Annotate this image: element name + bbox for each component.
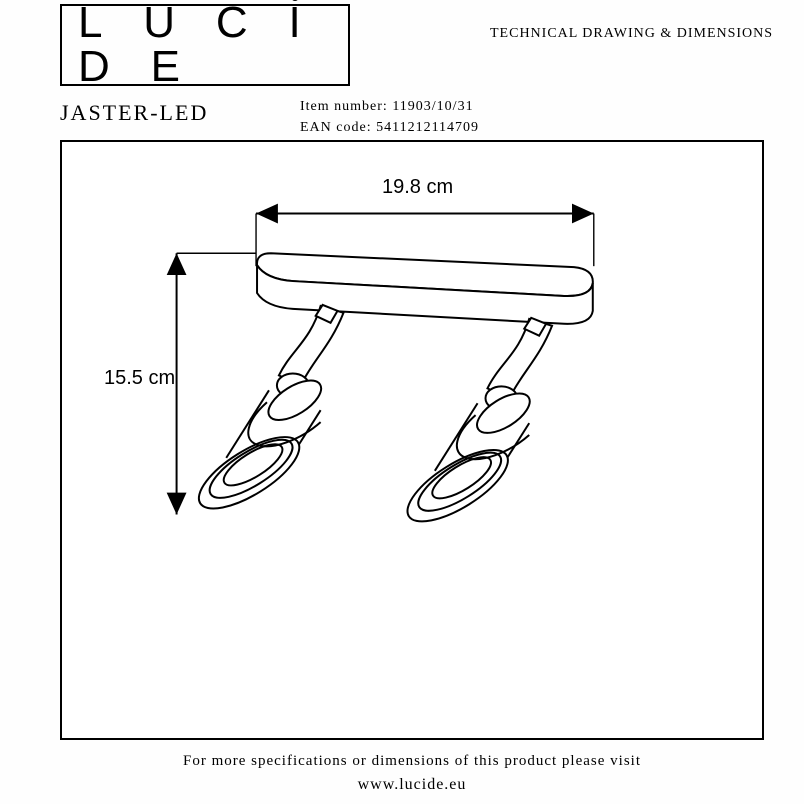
item-number-row: Item number: 11903/10/31 bbox=[300, 96, 479, 117]
technical-drawing bbox=[62, 142, 762, 738]
brand-logo-text: L U C I D E bbox=[62, 1, 348, 89]
header-title: TECHNICAL DRAWING & DIMENSIONS bbox=[490, 26, 773, 42]
footer-url: www.lucide.eu bbox=[60, 773, 764, 797]
product-name: JASTER-LED bbox=[60, 100, 208, 126]
product-meta: Item number: 11903/10/31 EAN code: 54112… bbox=[300, 96, 479, 138]
ean-value: 5411212114709 bbox=[376, 120, 479, 135]
item-number-label: Item number bbox=[300, 99, 383, 114]
footer-line1: For more specifications or dimensions of… bbox=[60, 750, 764, 773]
footer: For more specifications or dimensions of… bbox=[60, 750, 764, 797]
item-number-value: 11903/10/31 bbox=[392, 99, 473, 114]
drawing-frame: 19.8 cm 15.5 cm bbox=[60, 140, 764, 740]
ean-row: EAN code: 5411212114709 bbox=[300, 117, 479, 138]
brand-logo: L U C I D E bbox=[60, 4, 350, 86]
dim-height-label: 15.5 cm bbox=[104, 367, 175, 390]
ean-label: EAN code bbox=[300, 120, 367, 135]
dim-width-label: 19.8 cm bbox=[382, 176, 453, 199]
